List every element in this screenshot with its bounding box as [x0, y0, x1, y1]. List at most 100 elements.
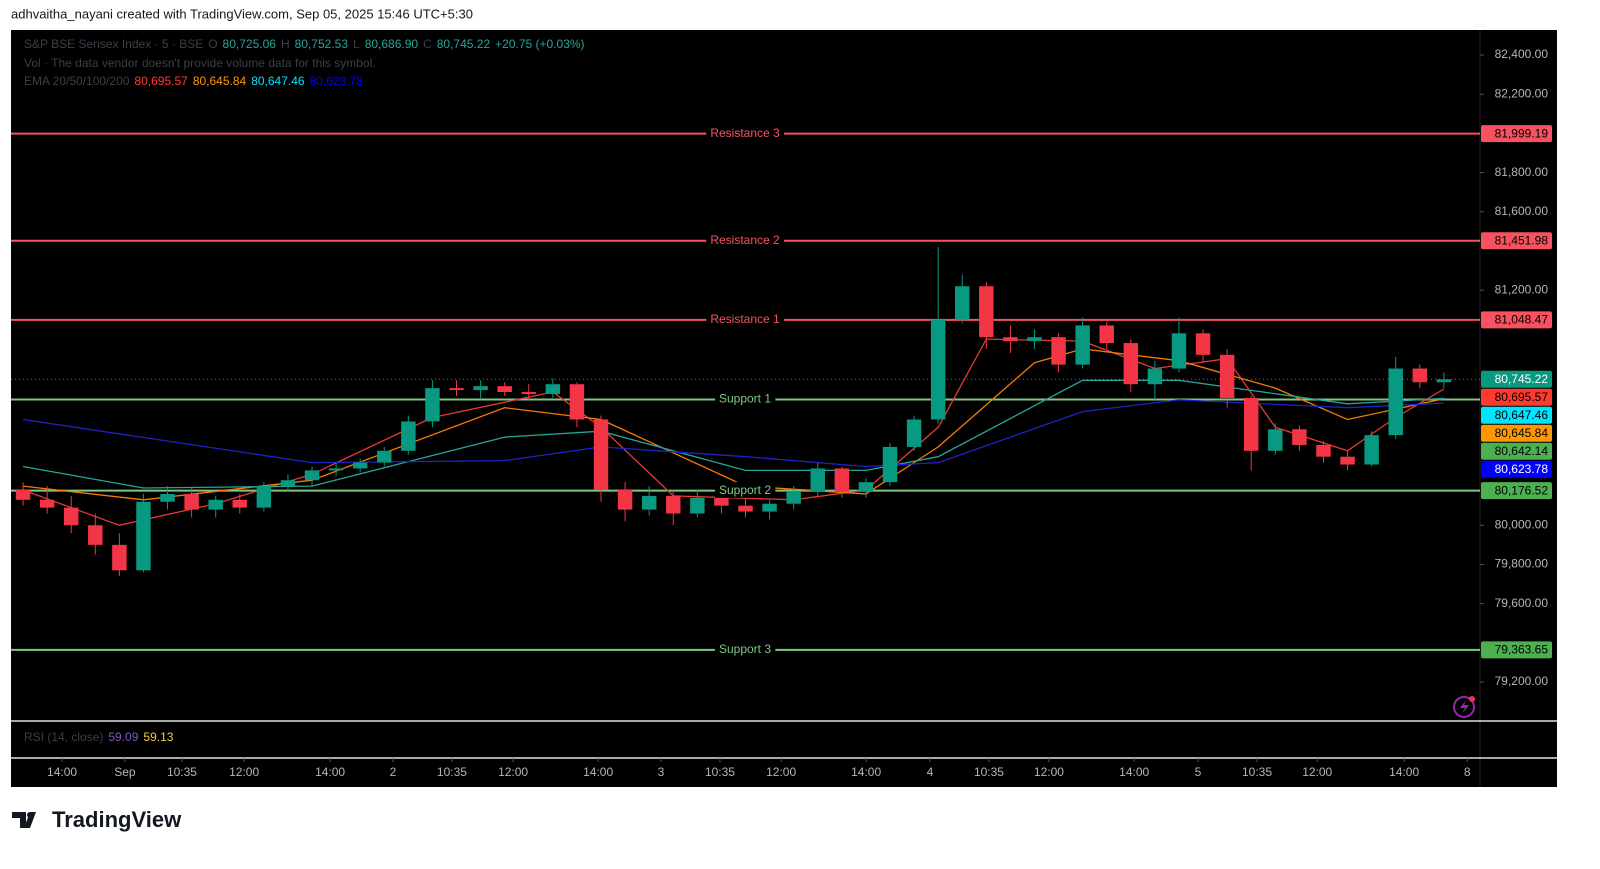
- price-tag-label: 81,451.98: [1495, 233, 1549, 247]
- price-tag-label: 81,999.19: [1495, 126, 1549, 140]
- ohlc-key: L: [353, 37, 360, 51]
- candle-body: [930, 319, 946, 420]
- overlay: Resistance 3 Resistance 2 Resistance 1 Supp…: [24, 37, 1552, 744]
- x-tick-label: 8: [1464, 765, 1471, 779]
- x-tick-label: 2: [390, 765, 397, 779]
- price-tag-label: 80,647.46: [1495, 408, 1549, 422]
- candle-body: [1364, 435, 1379, 465]
- rsi-title: RSI (14, close): [24, 730, 103, 744]
- candle-body: [545, 384, 561, 395]
- level-name-bg: [714, 390, 776, 407]
- candle-body: [882, 446, 898, 483]
- x-tick-label: 10:35: [437, 765, 467, 779]
- y-tick-label: 82,200.00: [1495, 86, 1549, 100]
- y-tick-label: 79,200.00: [1495, 674, 1549, 688]
- level-name: Resistance 1: [710, 312, 780, 326]
- price-tag-label: 79,363.65: [1495, 643, 1549, 657]
- level-name-bg: [706, 311, 785, 328]
- x-tick-label: 12:00: [1302, 765, 1332, 779]
- level-name: Support 1: [719, 392, 771, 406]
- level-name: Resistance 2: [710, 233, 780, 247]
- candle-body: [641, 495, 657, 510]
- change: +20.75 (+0.03%): [495, 37, 584, 51]
- ema-line: [22, 348, 1445, 501]
- legend-line: RSI (14, close) 59.09 59.13: [24, 730, 174, 744]
- ema-line: [22, 399, 1444, 468]
- level-name-bg: [714, 641, 776, 658]
- y-tick-label: 81,600.00: [1495, 204, 1549, 218]
- candle-body: [377, 450, 392, 463]
- candle-body: [112, 544, 127, 571]
- x-tick-label: 12:00: [766, 765, 796, 779]
- x-tick-label: 3: [658, 765, 665, 779]
- candle-body: [1388, 368, 1403, 436]
- ema-value: 80,647.46: [251, 74, 305, 88]
- candle-body: [39, 499, 55, 508]
- y-tick-label: 81,800.00: [1495, 165, 1549, 179]
- candle-body: [208, 499, 223, 510]
- level-name-bg: [706, 231, 785, 248]
- candle-body: [1316, 444, 1331, 457]
- candle-body: [858, 482, 874, 492]
- y-tick-label: 79,600.00: [1495, 596, 1549, 610]
- candle-body: [810, 468, 825, 492]
- candle-body: [1171, 333, 1187, 369]
- volume-note: Vol · The data vendor doesn't provide vo…: [24, 56, 376, 70]
- candle-body: [1147, 368, 1163, 385]
- x-tick-label: 14:00: [851, 765, 881, 779]
- candle-body: [497, 386, 512, 393]
- x-tick-label: 14:00: [47, 765, 77, 779]
- legend-line: Vol · The data vendor doesn't provide vo…: [24, 56, 376, 70]
- ohlc-value: 80,686.90: [365, 37, 419, 51]
- candle-body: [1412, 368, 1428, 383]
- ema-line: [22, 379, 1444, 489]
- y-tick-label: 81,200.00: [1495, 282, 1549, 296]
- candle-body: [834, 468, 850, 492]
- candle-body: [979, 286, 994, 338]
- candle-body: [280, 480, 296, 487]
- chart-pane: [11, 30, 1557, 787]
- x-tick-label: 12:00: [1034, 765, 1064, 779]
- candle-body: [690, 497, 705, 514]
- ohlc-key: O: [208, 37, 217, 51]
- candle-body: [1436, 379, 1452, 383]
- ohlc-value: 80,725.06: [223, 37, 277, 51]
- y-tick-label: 82,400.00: [1495, 47, 1549, 61]
- level-name-bg: [706, 124, 785, 141]
- ema-value: 80,623.78: [310, 74, 364, 88]
- ema-value: 80,645.84: [193, 74, 247, 88]
- candle-body: [762, 503, 777, 512]
- ohlc-value: 80,745.22: [437, 37, 491, 51]
- candle-body: [738, 505, 753, 512]
- x-tick-label: 10:35: [974, 765, 1004, 779]
- candle-body: [304, 470, 320, 481]
- level-name: Support 3: [719, 642, 771, 656]
- legend-line: EMA 20/50/100/200 80,695.57 80,645.84 80,64…: [24, 74, 363, 88]
- x-tick-label: 14:00: [1389, 765, 1419, 779]
- x-tick-label: 5: [1195, 765, 1202, 779]
- candle-body: [473, 386, 488, 391]
- level-name-bg: [714, 481, 776, 498]
- candle-body: [1219, 354, 1235, 398]
- x-tick-label: 10:35: [1242, 765, 1272, 779]
- candle-body: [352, 462, 368, 469]
- candle-body: [136, 501, 151, 571]
- price-tag: [1481, 125, 1552, 143]
- ohlc-value: 80,752.53: [295, 37, 349, 51]
- alert-icon: [1453, 696, 1475, 718]
- price-tag: [1481, 388, 1552, 406]
- candle-body: [666, 495, 681, 514]
- candle-body: [232, 499, 248, 508]
- price-tag: [1481, 460, 1552, 478]
- candle-body: [906, 419, 922, 447]
- x-tick-label: 10:35: [705, 765, 735, 779]
- candle-body: [521, 392, 536, 395]
- brand-logo: [12, 812, 36, 828]
- credit: adhvaitha_nayani created with TradingVie…: [11, 6, 473, 21]
- price-tag: [1481, 442, 1552, 460]
- candle-body: [401, 421, 416, 451]
- y-tick-label: 80,000.00: [1495, 517, 1549, 531]
- candle-body: [593, 419, 609, 490]
